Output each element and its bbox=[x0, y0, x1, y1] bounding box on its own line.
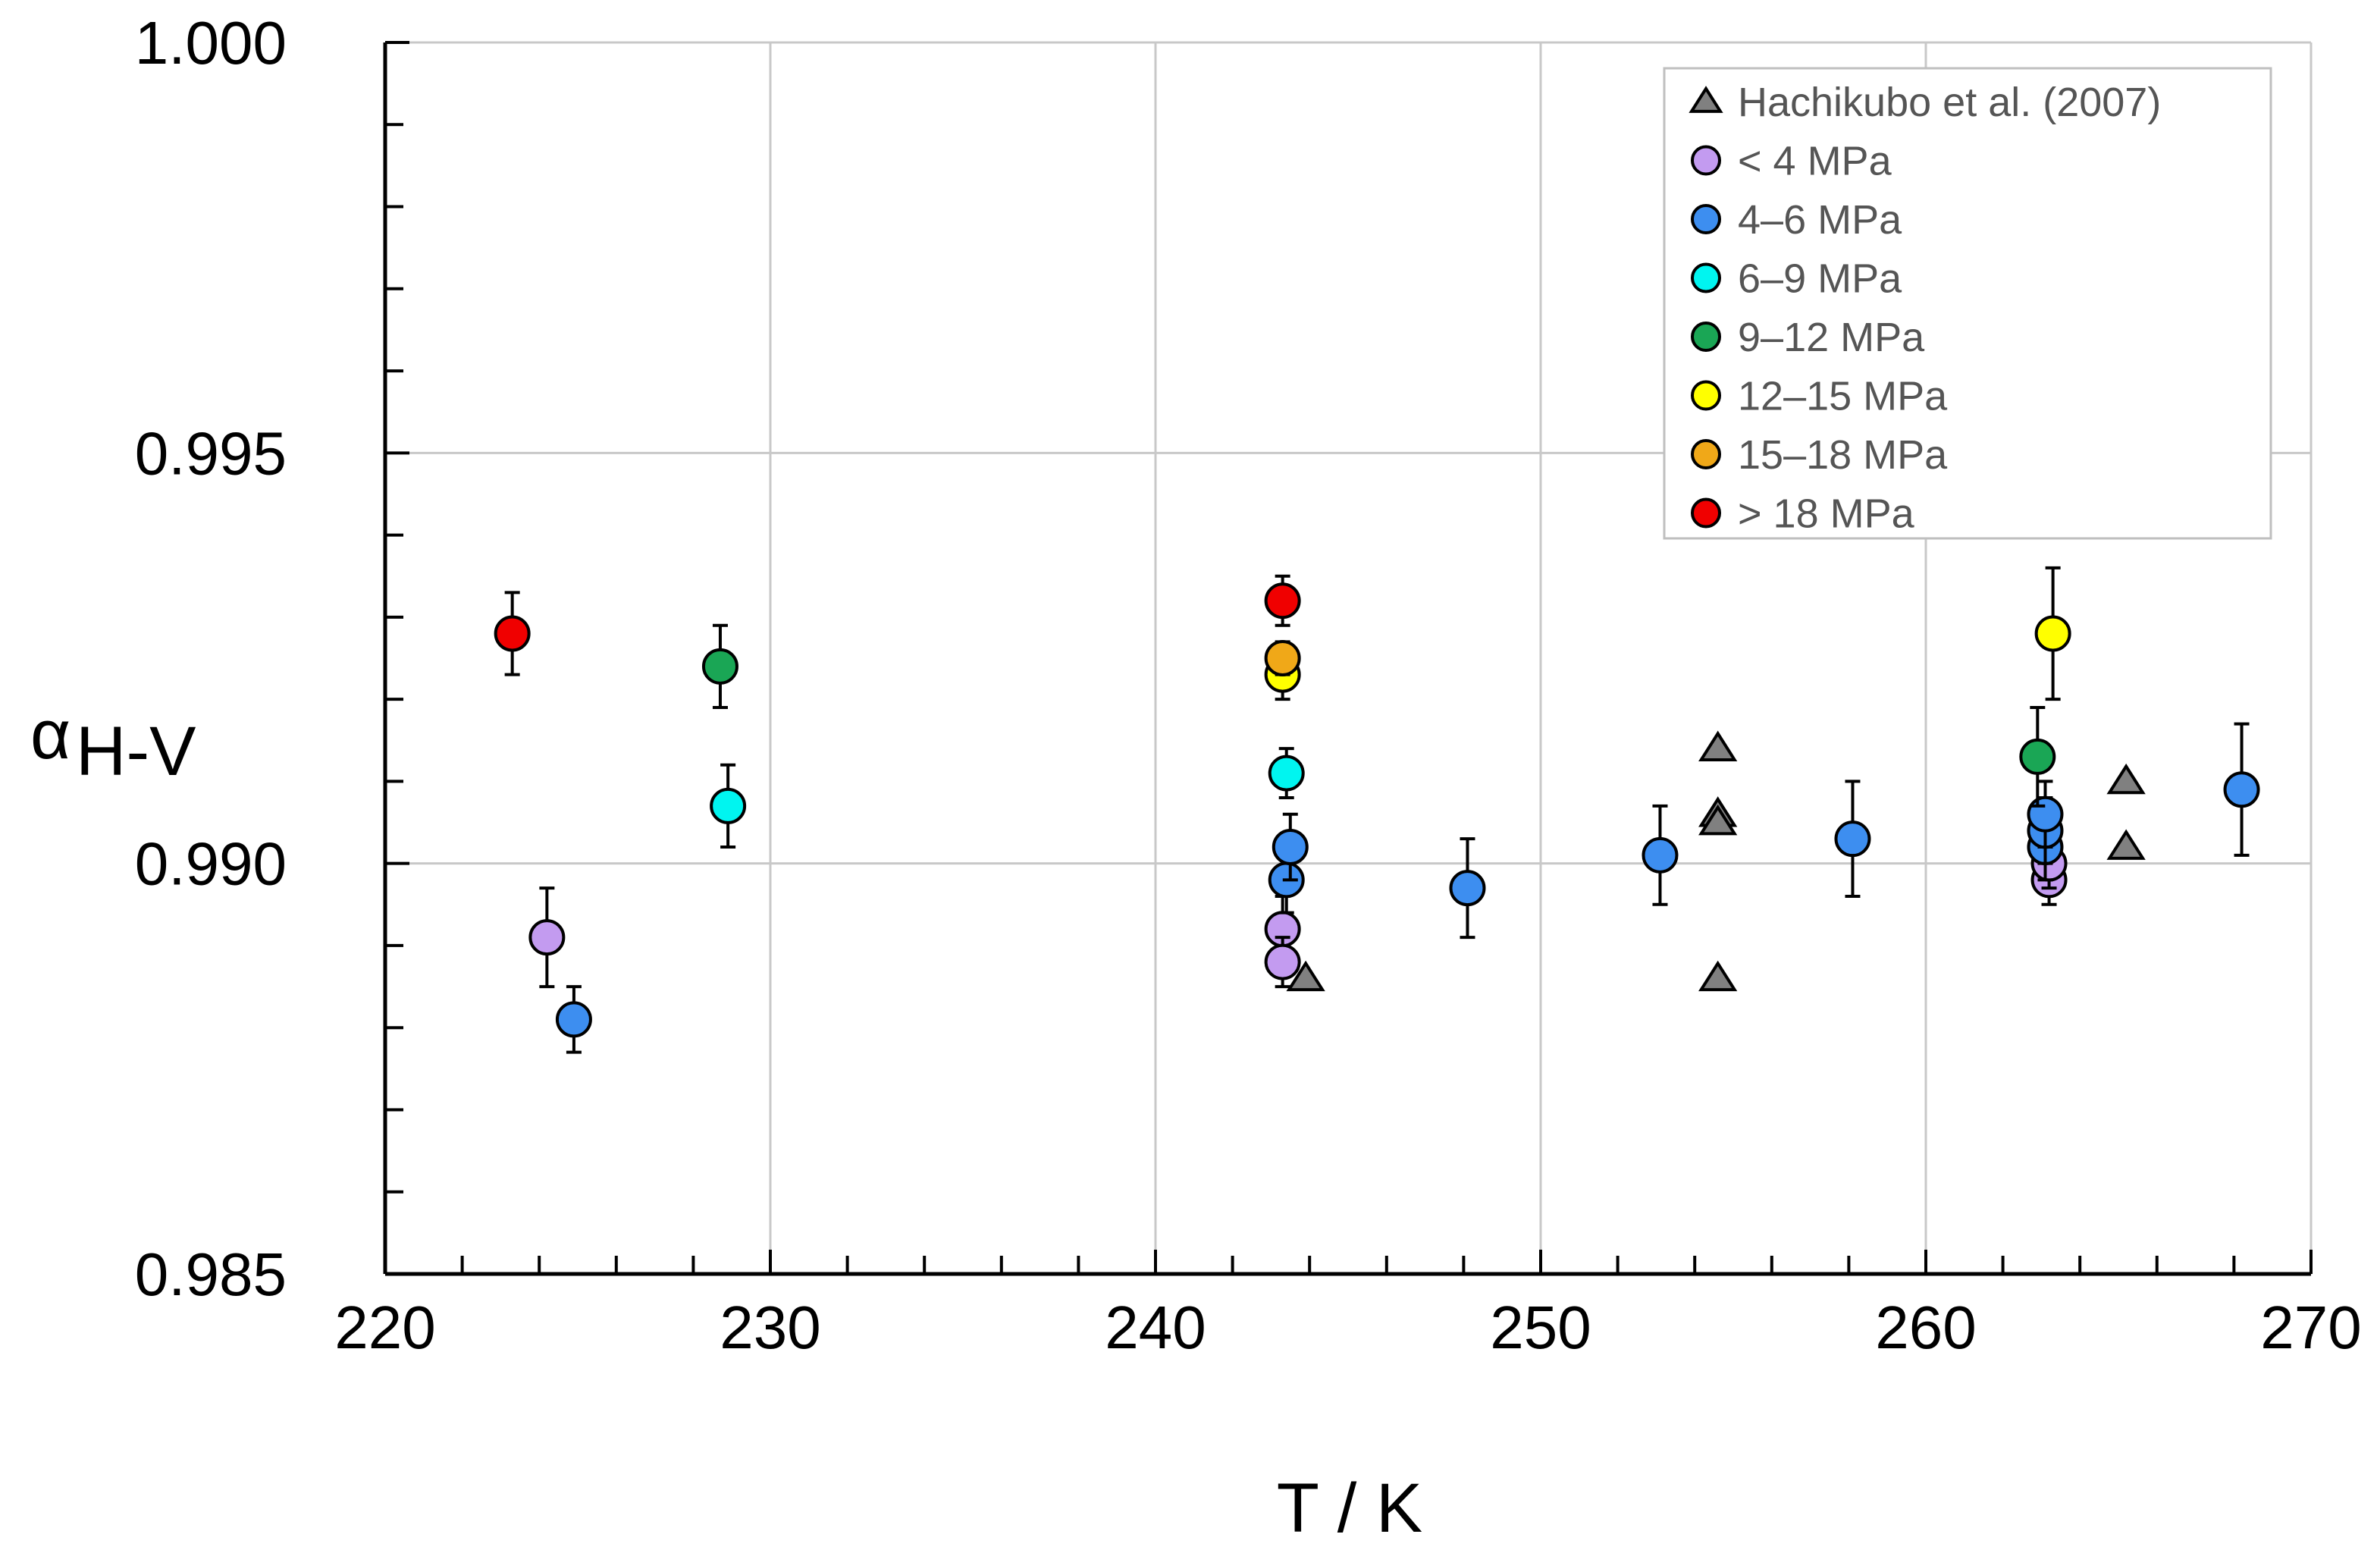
x-tick-label: 250 bbox=[1490, 1294, 1591, 1361]
legend-box bbox=[1663, 67, 2272, 540]
legend-marker bbox=[1691, 322, 1721, 352]
data-point bbox=[1642, 836, 1679, 874]
x-axis-title: T / K bbox=[1277, 1470, 1423, 1547]
legend-label: 12–15 MPa bbox=[1738, 374, 1948, 419]
series-1 bbox=[528, 837, 2068, 989]
data-point bbox=[2223, 771, 2260, 808]
data-point-triangle bbox=[2106, 829, 2146, 860]
axis-ticks bbox=[384, 41, 2313, 1275]
data-point bbox=[1272, 829, 1309, 866]
data-point-triangle bbox=[1698, 805, 1738, 836]
axes bbox=[383, 42, 2311, 1276]
y-axis-title: α H-V bbox=[30, 696, 196, 790]
series-0 bbox=[1286, 730, 2146, 992]
data-point bbox=[701, 648, 738, 685]
data-point bbox=[1264, 582, 1301, 620]
data-point bbox=[2019, 738, 2056, 775]
legend-label: Hachikubo et al. (2007) bbox=[1738, 80, 2161, 125]
data-point bbox=[1264, 943, 1301, 980]
legend-marker bbox=[1691, 262, 1721, 293]
data-point-triangle bbox=[1698, 960, 1738, 992]
data-point bbox=[2034, 615, 2071, 652]
y-tick-label: 0.995 bbox=[135, 419, 287, 487]
data-point bbox=[1834, 820, 1871, 858]
legend-marker-triangle bbox=[1689, 86, 1723, 113]
data-point-triangle bbox=[1698, 730, 1738, 761]
legend-marker bbox=[1691, 204, 1721, 234]
data-point bbox=[528, 919, 566, 956]
data-point bbox=[555, 1001, 592, 1038]
series-7 bbox=[494, 574, 1301, 676]
series-2 bbox=[555, 722, 2260, 1054]
x-tick-label: 220 bbox=[334, 1294, 435, 1361]
data-points bbox=[494, 566, 2260, 1054]
legend-marker bbox=[1691, 497, 1721, 529]
legend-item: 15–18 MPa bbox=[1691, 432, 1948, 478]
data-point-triangle bbox=[2106, 763, 2146, 795]
legend-item: > 18 MPa bbox=[1691, 491, 1915, 537]
legend-item: < 4 MPa bbox=[1691, 139, 1892, 184]
legend-entries: Hachikubo et al. (2007) < 4 MPa 4–6 MPa 6–9… bbox=[1689, 80, 2161, 537]
legend-marker bbox=[1691, 145, 1721, 176]
legend-label: 9–12 MPa bbox=[1738, 315, 1925, 360]
y-tick-label: 1.000 bbox=[135, 9, 287, 77]
data-point bbox=[2027, 795, 2064, 833]
x-tick-label: 270 bbox=[2260, 1294, 2361, 1361]
legend-item: 6–9 MPa bbox=[1691, 256, 1902, 302]
data-point-triangle bbox=[1286, 960, 1325, 992]
data-point bbox=[710, 787, 747, 824]
series-5 bbox=[1264, 566, 2071, 701]
legend-label: 15–18 MPa bbox=[1738, 432, 1948, 478]
legend-label: < 4 MPa bbox=[1738, 139, 1892, 184]
legend-marker bbox=[1691, 380, 1721, 411]
series-4 bbox=[701, 623, 2056, 808]
x-tick-label: 230 bbox=[720, 1294, 820, 1361]
x-tick-label: 260 bbox=[1875, 1294, 1976, 1361]
tick-labels: 220 230 240 250 260 270 0.985 0.990 0.995 1.000 bbox=[135, 9, 2362, 1361]
legend-item: 12–15 MPa bbox=[1691, 374, 1948, 419]
legend-item: 9–12 MPa bbox=[1691, 315, 1925, 360]
y-tick-label: 0.985 bbox=[135, 1241, 287, 1308]
data-point bbox=[1449, 870, 1486, 907]
y-axis-title-subscript: H-V bbox=[76, 713, 196, 790]
series-6 bbox=[1264, 640, 1301, 676]
data-point bbox=[494, 615, 531, 652]
x-tick-label: 240 bbox=[1105, 1294, 1206, 1361]
legend-label: 6–9 MPa bbox=[1738, 256, 1902, 302]
series-3 bbox=[710, 747, 1305, 849]
legend-label: 4–6 MPa bbox=[1738, 197, 1902, 243]
legend-label: > 18 MPa bbox=[1738, 491, 1915, 537]
legend-item: Hachikubo et al. (2007) bbox=[1689, 80, 2161, 125]
data-point bbox=[1268, 755, 1305, 792]
legend: Hachikubo et al. (2007) < 4 MPa 4–6 MPa 6–9… bbox=[1663, 67, 2272, 540]
data-point bbox=[1264, 640, 1301, 676]
y-tick-label: 0.990 bbox=[135, 830, 287, 898]
legend-marker bbox=[1691, 439, 1721, 469]
legend-item: 4–6 MPa bbox=[1691, 197, 1902, 243]
y-axis-title-main: α bbox=[30, 696, 71, 773]
